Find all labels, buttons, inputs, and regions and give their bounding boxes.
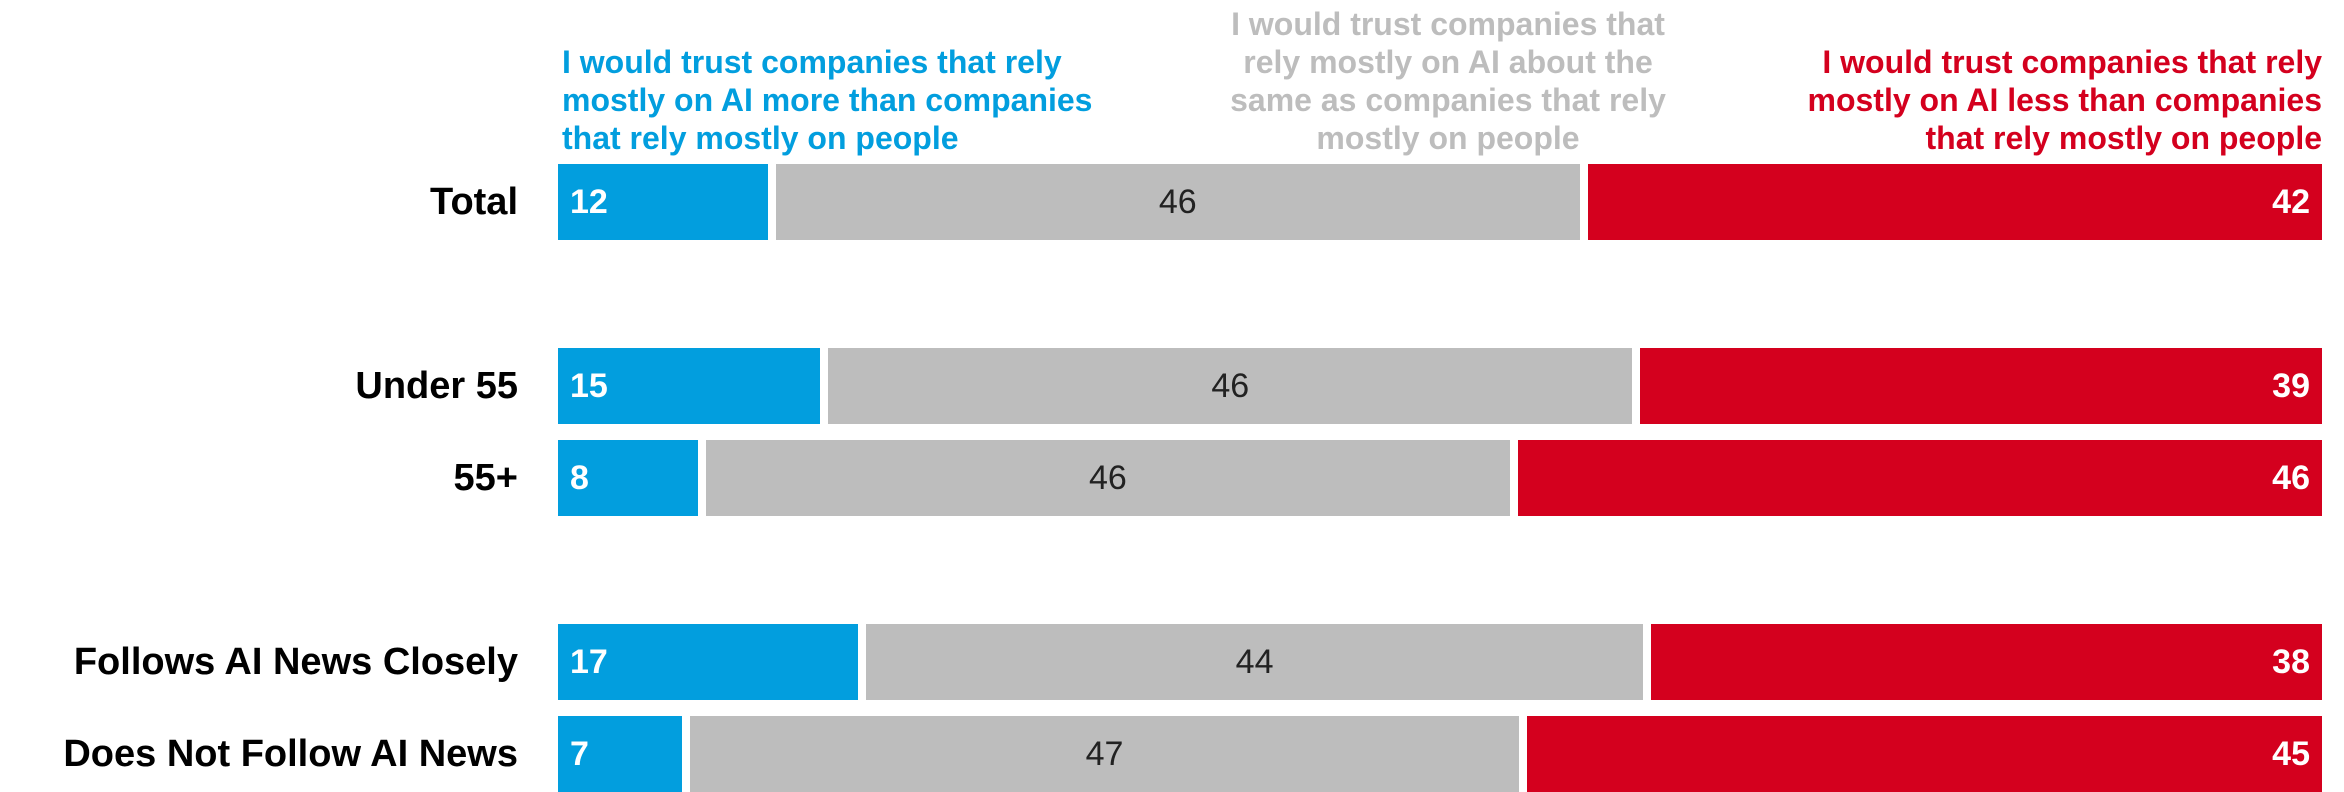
data-label-same: 46 — [1211, 367, 1250, 405]
data-label-more: 15 — [570, 367, 608, 405]
bar-segment-less — [1651, 624, 2322, 700]
data-label-less: 39 — [2272, 367, 2310, 405]
data-label-less: 45 — [2272, 735, 2310, 773]
data-label-more: 8 — [570, 459, 589, 497]
legend-same-line: mostly on people — [1316, 120, 1580, 156]
bar-segment-same — [866, 624, 1644, 700]
data-label-more: 12 — [570, 183, 608, 221]
legend-less-line: mostly on AI less than companies — [1807, 82, 2323, 118]
data-label-more: 17 — [570, 643, 608, 681]
legend-less-line: that rely mostly on people — [1925, 120, 2322, 156]
bar-segment-same — [705, 440, 1510, 516]
legend-less-line: I would trust companies that rely — [1822, 44, 2322, 80]
legend-same-line: same as companies that rely — [1230, 82, 1666, 118]
legend-more-line: that rely mostly on people — [562, 120, 959, 156]
legend-less: I would trust companies that rely mostly … — [1808, 43, 2323, 157]
legend-same-line: rely mostly on AI about the — [1243, 44, 1653, 80]
data-label-more: 7 — [570, 735, 589, 773]
row-label: Follows AI News Closely — [73, 641, 518, 683]
bar-segment-more — [558, 440, 698, 516]
data-label-less: 38 — [2272, 643, 2310, 681]
bar-segment-same — [775, 164, 1580, 240]
row-label: 55+ — [453, 457, 518, 499]
data-label-less: 42 — [2272, 183, 2310, 221]
bar-segment-more — [558, 624, 859, 700]
data-label-less: 46 — [2272, 459, 2310, 497]
bar-segment-more — [558, 164, 768, 240]
data-label-same: 46 — [1158, 183, 1197, 221]
row-label: Under 55 — [355, 365, 518, 407]
legend-more-line: mostly on AI more than companies — [562, 82, 1093, 118]
legend-more: I would trust companies that rely mostly … — [562, 43, 1092, 157]
row-label: Total — [430, 181, 518, 223]
bar-segment-same — [828, 348, 1633, 424]
bar-segment-less — [1640, 348, 2322, 424]
data-label-same: 46 — [1088, 459, 1127, 497]
bar-segment-more — [558, 716, 682, 792]
legend-same: I would trust companies that rely mostly … — [1198, 5, 1698, 157]
data-label-same: 44 — [1235, 643, 1274, 681]
legend-more-line: I would trust companies that rely — [562, 44, 1062, 80]
bar-segment-less — [1517, 440, 2322, 516]
bar-segment-less — [1527, 716, 2322, 792]
legend-same-line: I would trust companies that — [1231, 6, 1665, 42]
bar-segment-more — [558, 348, 821, 424]
data-label-same: 47 — [1085, 735, 1124, 773]
row-label: Does Not Follow AI News — [63, 733, 518, 775]
bar-segment-less — [1587, 164, 2322, 240]
bar-segment-same — [689, 716, 1520, 792]
